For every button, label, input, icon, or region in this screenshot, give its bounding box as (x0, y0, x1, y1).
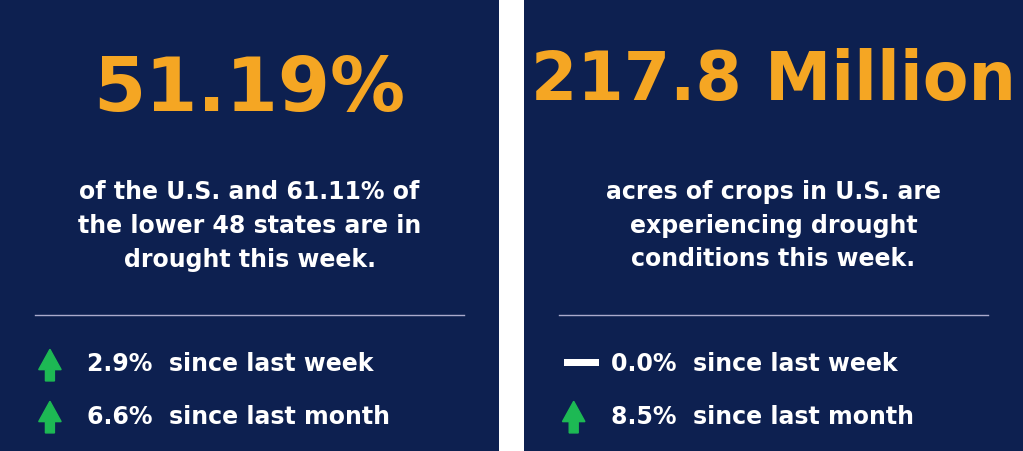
FancyArrow shape (563, 401, 585, 433)
Text: 8.5%  since last month: 8.5% since last month (611, 404, 915, 428)
Text: 6.6%  since last month: 6.6% since last month (87, 404, 391, 428)
Text: 51.19%: 51.19% (93, 54, 406, 127)
Text: acres of crops in U.S. are
experiencing drought
conditions this week.: acres of crops in U.S. are experiencing … (606, 180, 941, 271)
FancyArrow shape (39, 350, 61, 381)
Text: 0.0%  since last week: 0.0% since last week (611, 351, 898, 375)
Bar (564, 359, 598, 367)
Text: 217.8 Million: 217.8 Million (531, 48, 1016, 114)
Text: of the U.S. and 61.11% of
the lower 48 states are in
drought this week.: of the U.S. and 61.11% of the lower 48 s… (78, 180, 421, 271)
Text: 2.9%  since last week: 2.9% since last week (87, 351, 373, 375)
FancyArrow shape (39, 401, 61, 433)
